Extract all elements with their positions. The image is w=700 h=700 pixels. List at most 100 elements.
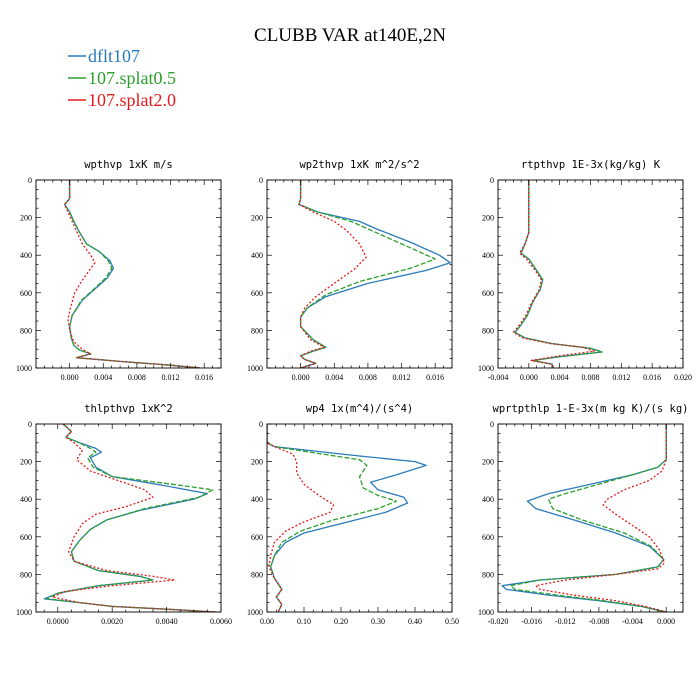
- x-tick-label: -0.020: [488, 617, 509, 626]
- x-tick-label: 0.004: [551, 373, 569, 382]
- chart-panel: wpthvp 1xK m/s 0 200 400 600 800 1000 0.000 0.00…: [16, 159, 222, 382]
- series-line-107-splat0-5: [509, 424, 667, 612]
- chart-panel: wprtpthlp 1-E-3x(m kg K)/(s kg) 0 200 400 60…: [478, 403, 688, 626]
- series-line-107-splat2-0: [63, 180, 201, 368]
- series-line-dflt107: [267, 424, 427, 612]
- x-tick-label: 0.000: [657, 617, 675, 626]
- y-tick-label: 1000: [16, 364, 32, 373]
- x-tick-label: 0.016: [426, 373, 444, 382]
- legend-item: 107.splat2.0: [68, 90, 176, 110]
- panel-title: wp2thvp 1xK m^2/s^2: [299, 159, 419, 171]
- y-tick-label: 200: [20, 458, 32, 467]
- y-tick-label: 1000: [478, 608, 494, 617]
- x-tick-label: 0.20: [334, 617, 348, 626]
- series-group: [501, 424, 667, 612]
- series-line-107-splat0-5: [298, 180, 436, 368]
- plot-frame: [266, 179, 453, 369]
- legend-label: dflt107: [88, 46, 140, 66]
- series-line-107-splat2-0: [51, 424, 216, 612]
- x-tick-label: 0.000: [520, 373, 538, 382]
- y-tick-label: 400: [251, 495, 263, 504]
- figure-title: CLUBB VAR at140E,2N: [254, 25, 446, 46]
- panel-title: wprtpthlp 1-E-3x(m kg K)/(s kg): [493, 403, 689, 415]
- y-tick-label: 1000: [247, 608, 263, 617]
- y-tick-label: 1000: [247, 364, 263, 373]
- series-line-107-splat2-0: [298, 180, 367, 368]
- x-tick-label: -0.012: [555, 617, 576, 626]
- series-line-107-splat2-0: [267, 424, 335, 612]
- x-tick-label: -0.008: [589, 617, 610, 626]
- series-line-dflt107: [63, 180, 201, 368]
- y-tick-label: 600: [20, 289, 32, 298]
- panel-title: wp4 1x(m^4)/(s^4): [306, 403, 413, 415]
- x-tick-label: 0.020: [674, 373, 692, 382]
- series-line-dflt107: [501, 424, 667, 612]
- y-tick-label: 1000: [478, 364, 494, 373]
- y-tick-label: 400: [20, 495, 32, 504]
- series-line-107-splat0-5: [63, 180, 201, 368]
- x-tick-label: 0.012: [162, 373, 180, 382]
- series-line-dflt107: [514, 180, 603, 368]
- plot-frame: [497, 179, 684, 369]
- x-tick-label: 0.0040: [156, 617, 178, 626]
- y-tick-label: 0: [28, 420, 32, 429]
- y-tick-label: 200: [20, 214, 32, 223]
- x-tick-label: 0.30: [371, 617, 385, 626]
- y-tick-label: 400: [482, 495, 494, 504]
- y-tick-label: 200: [251, 458, 263, 467]
- y-tick-label: 600: [251, 533, 263, 542]
- series-line-107-splat0-5: [46, 424, 216, 612]
- series-line-dflt107: [298, 180, 451, 368]
- y-tick-label: 800: [482, 570, 494, 579]
- y-tick-label: 800: [20, 570, 32, 579]
- chart-panel: rtpthvp 1E-3x(kg/kg) K 0 200 400 600 800 1000-…: [478, 159, 692, 382]
- plot-frame: [266, 423, 453, 613]
- series-group: [63, 180, 201, 368]
- y-tick-label: 200: [482, 214, 494, 223]
- series-group: [298, 180, 451, 368]
- series-line-107-splat0-5: [267, 424, 398, 612]
- x-tick-label: 0.008: [359, 373, 377, 382]
- legend-item: dflt107: [68, 46, 140, 66]
- x-tick-label: 0.004: [94, 373, 112, 382]
- legend-item: 107.splat0.5: [68, 68, 176, 88]
- legend-label: 107.splat2.0: [88, 90, 176, 110]
- x-tick-label: -0.004: [622, 617, 643, 626]
- y-tick-label: 800: [20, 326, 32, 335]
- x-tick-label: 0.016: [195, 373, 213, 382]
- panel-title: rtpthvp 1E-3x(kg/kg) K: [521, 159, 661, 171]
- y-tick-label: 400: [251, 251, 263, 260]
- series-line-107-splat0-5: [514, 180, 603, 368]
- x-tick-label: 0.00: [260, 617, 274, 626]
- x-tick-label: 0.012: [393, 373, 411, 382]
- x-tick-label: 0.0000: [47, 617, 69, 626]
- y-tick-label: 800: [251, 326, 263, 335]
- x-tick-label: 0.10: [297, 617, 311, 626]
- series-group: [267, 424, 427, 612]
- series-line-dflt107: [43, 424, 216, 612]
- x-tick-label: 0.0060: [210, 617, 232, 626]
- x-tick-label: 0.008: [582, 373, 600, 382]
- panel-title: wpthvp 1xK m/s: [84, 159, 173, 171]
- y-tick-label: 400: [482, 251, 494, 260]
- x-tick-label: 0.012: [612, 373, 630, 382]
- x-tick-label: -0.016: [521, 617, 542, 626]
- series-group: [43, 424, 216, 612]
- x-tick-label: 0.016: [643, 373, 661, 382]
- x-tick-label: 0.40: [408, 617, 422, 626]
- y-tick-label: 200: [482, 458, 494, 467]
- y-tick-label: 600: [482, 533, 494, 542]
- x-tick-label: 0.0020: [101, 617, 123, 626]
- x-tick-label: 0.000: [61, 373, 79, 382]
- y-tick-label: 600: [20, 533, 32, 542]
- y-tick-label: 0: [490, 176, 494, 185]
- series-group: [512, 180, 603, 368]
- y-tick-label: 800: [251, 570, 263, 579]
- y-tick-label: 600: [251, 289, 263, 298]
- series-line-107-splat2-0: [535, 424, 667, 612]
